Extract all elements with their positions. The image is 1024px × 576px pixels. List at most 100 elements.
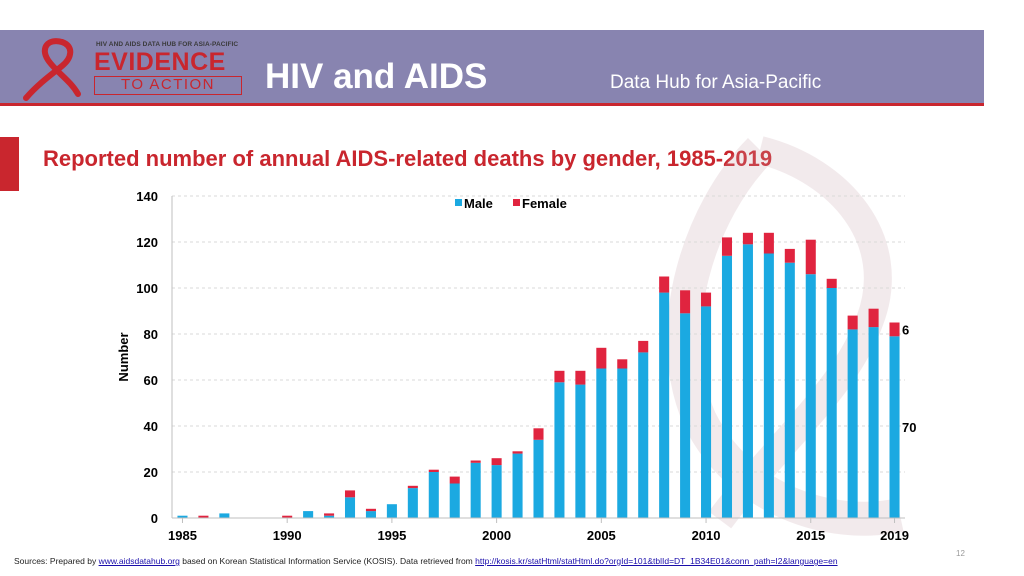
side-accent-bar — [0, 137, 19, 191]
aidsdatahub-link[interactable]: www.aidsdatahub.org — [98, 556, 180, 566]
bar-male-2015 — [805, 274, 816, 518]
bar-female-2005 — [596, 347, 607, 369]
bar-female-2017 — [847, 315, 858, 330]
evidence-to-action-logo: HIV AND AIDS DATA HUB FOR ASIA-PACIFIC E… — [18, 38, 248, 102]
y-tick-label: 80 — [144, 327, 158, 342]
bars — [177, 232, 900, 519]
bar-male-1995 — [386, 504, 397, 518]
y-tick-label: 40 — [144, 419, 158, 434]
bar-female-1986 — [198, 515, 209, 518]
bar-female-2011 — [721, 237, 733, 256]
bar-female-2019 — [889, 322, 900, 337]
bar-male-1992 — [324, 515, 335, 518]
x-tick-label: 1990 — [273, 528, 302, 543]
bar-male-1997 — [428, 472, 439, 518]
legend: Male Female — [455, 196, 567, 211]
bar-male-2000 — [491, 465, 502, 518]
bar-male-2001 — [512, 453, 523, 518]
x-tick-label: 2015 — [796, 528, 825, 543]
bar-male-1987 — [219, 513, 230, 518]
header-band — [0, 30, 984, 105]
bar-female-1998 — [449, 476, 460, 484]
bar-female-1994 — [365, 508, 376, 512]
axes — [171, 196, 905, 523]
bar-male-1998 — [449, 483, 460, 518]
logo-action-text: TO ACTION — [94, 76, 242, 95]
bar-female-2014 — [784, 248, 795, 263]
bar-male-2011 — [721, 255, 733, 519]
bar-male-2002 — [533, 439, 544, 518]
x-tick-label: 1985 — [168, 528, 197, 543]
bar-female-2004 — [575, 370, 586, 385]
x-tick-label: 2010 — [692, 528, 721, 543]
x-tick-label: 2019 — [880, 528, 909, 543]
bar-female-1992 — [324, 513, 335, 516]
bar-male-2005 — [596, 368, 607, 518]
bar-female-2013 — [763, 232, 774, 254]
legend-label-female: Female — [522, 196, 567, 211]
app-title: HIV and AIDS — [265, 57, 488, 96]
bar-male-2012 — [742, 244, 753, 519]
bar-female-1993 — [344, 490, 356, 498]
y-tick-label: 0 — [151, 511, 158, 526]
bar-male-1994 — [365, 511, 376, 518]
y-tick-label: 140 — [136, 189, 158, 204]
bar-male-2008 — [659, 292, 670, 518]
y-tick-label: 120 — [136, 235, 158, 250]
bar-male-2003 — [554, 382, 565, 518]
bar-male-2019 — [889, 336, 900, 518]
legend-swatch-male — [455, 199, 462, 206]
bar-male-1993 — [344, 497, 356, 518]
annotations: 6 70 — [902, 322, 916, 435]
bar-female-2015 — [805, 239, 816, 275]
bar-male-2006 — [617, 368, 628, 518]
y-tick-label: 100 — [136, 281, 158, 296]
bar-female-1999 — [470, 460, 481, 463]
header-divider — [0, 103, 984, 106]
bar-male-1999 — [470, 462, 481, 518]
sources-prefix: Sources: Prepared by — [14, 556, 99, 566]
bar-male-2013 — [763, 253, 774, 518]
bar-male-2016 — [826, 288, 837, 518]
bar-female-2010 — [701, 292, 712, 307]
y-axis-label: Number — [116, 332, 131, 381]
kosis-link[interactable]: http://kosis.kr/statHtml/statHtml.do?org… — [475, 556, 838, 566]
data-label-female-2019: 6 — [902, 322, 909, 337]
bar-female-2003 — [554, 370, 565, 383]
chart-title: Reported number of annual AIDS-related d… — [43, 146, 773, 171]
bar-male-2010 — [701, 306, 712, 518]
x-tick-label: 1995 — [377, 528, 406, 543]
bar-male-2007 — [638, 352, 649, 518]
bar-female-1997 — [428, 469, 439, 472]
bar-female-2007 — [638, 340, 649, 353]
sources-note: Sources: Prepared by www.aidsdatahub.org… — [14, 556, 838, 566]
bar-female-2008 — [659, 276, 670, 293]
bar-female-2012 — [742, 232, 753, 245]
app-subtitle: Data Hub for Asia-Pacific — [610, 72, 822, 93]
bar-male-1996 — [407, 488, 418, 518]
sources-middle: based on Korean Statistical Information … — [179, 556, 476, 566]
bar-female-2001 — [512, 451, 523, 454]
tick-labels: 0 20 40 60 80 100 120 140 1985 1990 1995 2000 2005 20… — [136, 189, 909, 543]
data-label-male-2019: 70 — [902, 420, 916, 435]
logo-small-text: HIV AND AIDS DATA HUB FOR ASIA-PACIFIC — [96, 41, 239, 48]
legend-label-male: Male — [464, 196, 493, 211]
y-tick-label: 20 — [144, 465, 158, 480]
bar-female-2009 — [680, 290, 691, 314]
bar-female-2006 — [617, 359, 628, 369]
y-tick-label: 60 — [144, 373, 158, 388]
bar-female-2016 — [826, 278, 837, 288]
bar-male-2014 — [784, 262, 795, 518]
bar-female-1996 — [407, 485, 418, 489]
bar-male-1991 — [303, 511, 314, 518]
red-ribbon-icon — [23, 38, 81, 101]
slide-number: 12 — [956, 549, 965, 558]
x-tick-label: 2005 — [587, 528, 616, 543]
bar-female-2002 — [533, 428, 544, 440]
bar-female-2018 — [868, 308, 879, 328]
bar-male-2004 — [575, 384, 586, 518]
logo-evidence-text: EVIDENCE — [94, 48, 226, 76]
legend-swatch-female — [513, 199, 520, 206]
bar-male-2018 — [868, 327, 879, 518]
